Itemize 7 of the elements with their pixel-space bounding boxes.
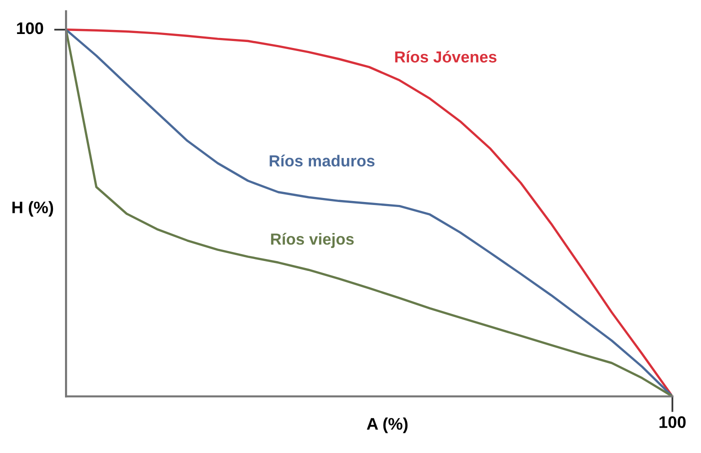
- y-axis-title: H (%): [12, 201, 54, 217]
- series-label: Ríos Jóvenes: [395, 50, 496, 63]
- text: 100: [17, 22, 44, 34]
- text: 100: [660, 416, 686, 428]
- series-label: Ríos viejos: [271, 232, 354, 248]
- x-axis-title: A (%): [366, 418, 408, 434]
- series-label: Ríos maduros: [270, 154, 375, 167]
